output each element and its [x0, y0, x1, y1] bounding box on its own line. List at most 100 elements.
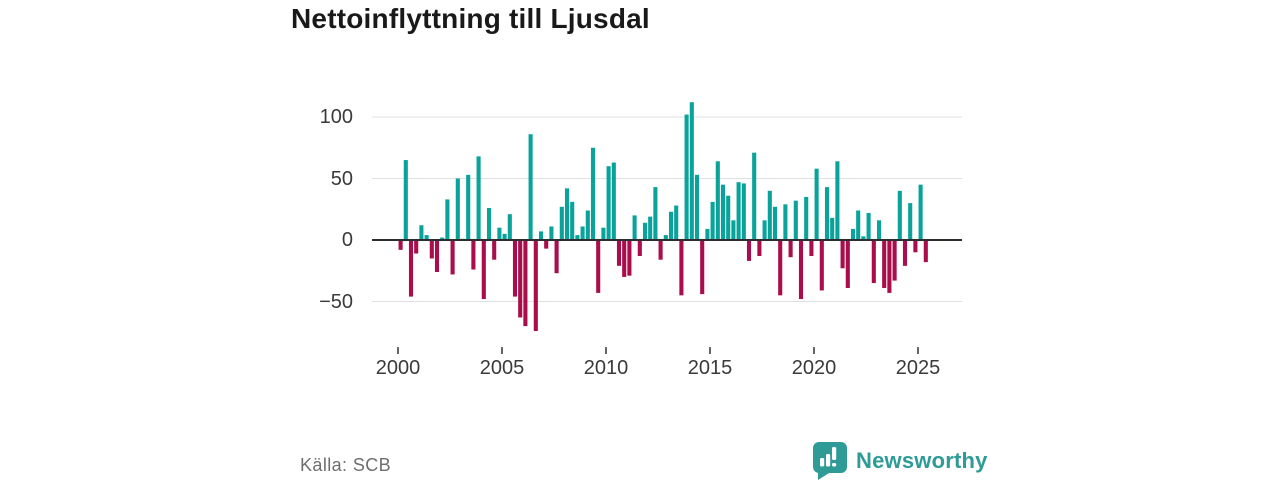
newsworthy-branding: Newsworthy [812, 441, 988, 480]
bar [892, 240, 897, 281]
bar [434, 240, 440, 272]
y-axis-label-0: 0 [341, 229, 353, 251]
bar [913, 240, 918, 253]
bar [466, 174, 471, 240]
bar [762, 220, 767, 240]
bar [455, 178, 460, 240]
bar [570, 201, 575, 240]
bar [908, 203, 913, 240]
bar [445, 199, 450, 240]
bar [398, 240, 403, 250]
bar [611, 162, 616, 240]
bar [793, 200, 798, 240]
bar [549, 226, 554, 240]
bar [902, 240, 908, 266]
bar [705, 228, 710, 240]
bar [606, 166, 611, 240]
bar [585, 210, 590, 240]
bar [486, 208, 492, 240]
bar [408, 240, 414, 297]
bar [663, 235, 668, 240]
bar [674, 205, 679, 240]
bar [637, 240, 642, 256]
y-axis-label-100: 100 [319, 106, 353, 128]
bar [653, 187, 658, 240]
bar [476, 156, 481, 240]
bar [824, 187, 830, 240]
bar [882, 240, 887, 288]
bar [627, 240, 632, 276]
bar [554, 240, 559, 274]
bar [668, 211, 674, 240]
bar [596, 240, 601, 293]
bar [835, 161, 840, 240]
bar [741, 183, 746, 240]
bar [518, 240, 523, 318]
bar [778, 240, 783, 296]
bar [746, 240, 752, 261]
bar [871, 240, 876, 284]
bar [814, 168, 819, 240]
bar [440, 237, 445, 240]
y-axis-label-minus50: −50 [319, 291, 353, 313]
bar [544, 240, 549, 249]
bar [850, 228, 856, 240]
bar [658, 240, 663, 260]
bar [876, 220, 882, 240]
bar [538, 231, 544, 240]
bar [684, 114, 689, 240]
bar [523, 240, 528, 327]
source-text: Källa: SCB [300, 455, 392, 475]
bar [632, 215, 637, 240]
bar [866, 212, 871, 240]
bar [809, 240, 814, 256]
bar [642, 222, 648, 240]
bar [507, 214, 512, 240]
bar [700, 240, 705, 295]
bar [887, 240, 892, 293]
bar [575, 235, 580, 240]
newsworthy-logo-icon [812, 442, 847, 480]
bar [767, 190, 772, 240]
bar [897, 190, 902, 240]
bar [497, 227, 502, 240]
bar [736, 182, 741, 240]
bar [788, 240, 793, 258]
bar [528, 134, 533, 240]
bar [731, 220, 736, 240]
bar [622, 240, 627, 277]
bar [830, 217, 835, 240]
y-axis-label-50: 50 [330, 168, 353, 190]
bar [590, 147, 596, 240]
bar [694, 174, 700, 240]
x-axis-label-2010: 2010 [583, 357, 629, 379]
bar [861, 236, 866, 240]
bar [923, 240, 928, 263]
bar [564, 188, 570, 240]
bar [715, 161, 720, 240]
bar [918, 184, 923, 240]
bar [616, 240, 622, 266]
bar [804, 196, 809, 240]
bar [533, 240, 538, 332]
bar [840, 240, 845, 269]
x-axis-label-2000: 2000 [375, 357, 421, 379]
bar [502, 233, 507, 240]
bar [845, 240, 850, 288]
bar [679, 240, 684, 296]
bar [757, 240, 762, 256]
newsworthy-wordmark: Newsworthy [856, 448, 988, 473]
x-axis-label-2005: 2005 [479, 357, 525, 379]
bar [580, 226, 585, 240]
bar [856, 210, 861, 240]
bar [710, 201, 715, 240]
bar [429, 240, 434, 259]
bar [689, 102, 694, 241]
bar [752, 152, 757, 240]
bar [450, 240, 455, 275]
bar [798, 240, 804, 300]
x-axis-label-2015: 2015 [687, 357, 733, 379]
bar [601, 227, 606, 240]
